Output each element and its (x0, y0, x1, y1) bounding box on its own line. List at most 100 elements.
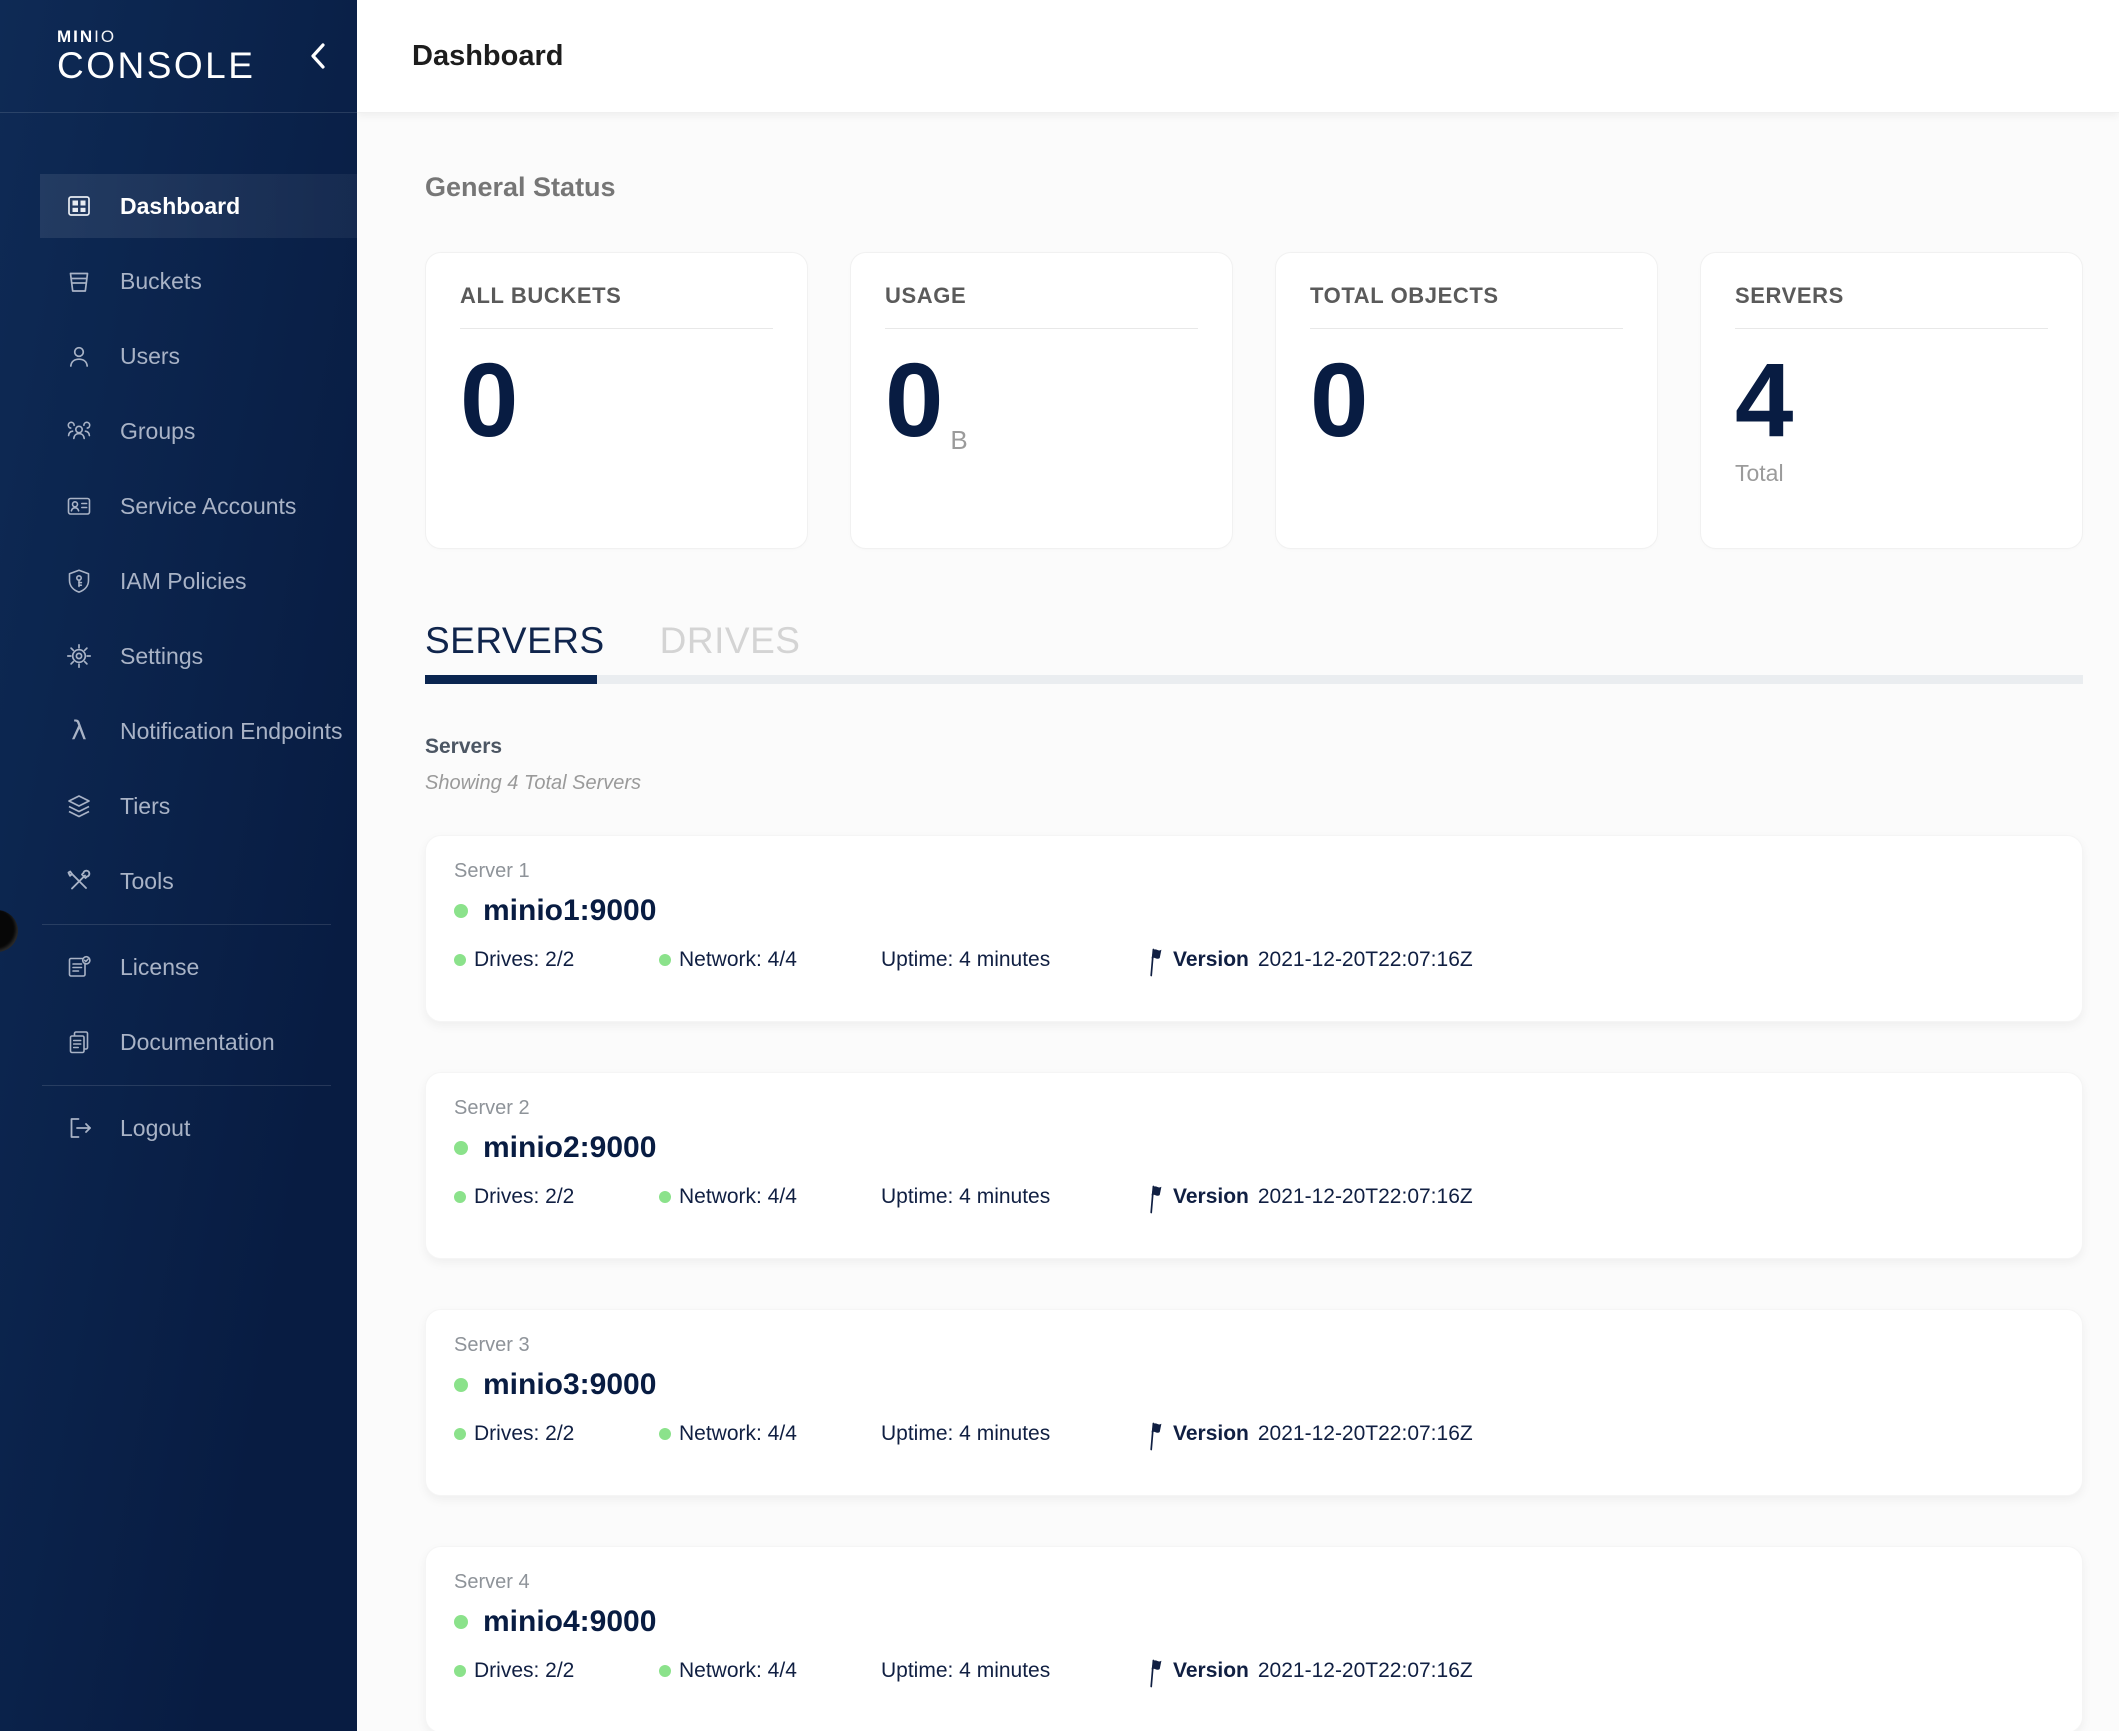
version-metric: Version 2021-12-20T22:07:16Z (1144, 1182, 1473, 1214)
sidebar-item-users[interactable]: Users (0, 324, 357, 388)
online-status-dot (454, 904, 468, 918)
main-content: General Status ALL BUCKETS 0 USAGE 0 B T… (357, 113, 2119, 1731)
usage-unit: B (950, 424, 968, 455)
version-icon (1150, 948, 1162, 977)
server-card-2: Server 2 minio2:9000 Drives: 2/2 Network… (425, 1072, 2083, 1259)
server-endpoint-row: minio2:9000 (454, 1130, 2054, 1166)
sidebar-item-buckets[interactable]: Buckets (0, 249, 357, 313)
sidebar-nav: Dashboard Buckets Users Groups Service A… (0, 174, 357, 1160)
status-card-label: USAGE (885, 283, 967, 308)
sidebar-item-label: Dashboard (120, 192, 241, 219)
card-divider (1735, 328, 2048, 329)
sidebar-item-label: Buckets (120, 267, 202, 294)
logout-icon (70, 1118, 91, 1138)
sidebar-item-license[interactable]: License (0, 935, 357, 999)
uptime-metric: Uptime: 4 minutes (881, 948, 1144, 972)
status-card-value: 0 B (885, 342, 1198, 459)
server-metrics-row: Drives: 2/2 Network: 4/4 Uptime: 4 minut… (454, 1419, 2054, 1451)
tab-drives[interactable]: DRIVES (659, 620, 801, 661)
drives-status-dot (454, 1191, 466, 1203)
uptime-value: Uptime: 4 minutes (881, 948, 1051, 971)
sidebar-item-logout[interactable]: Logout (0, 1096, 357, 1160)
server-name: Server 2 (454, 1097, 530, 1119)
version-metric: Version 2021-12-20T22:07:16Z (1144, 1656, 1473, 1688)
network-status-dot (659, 954, 671, 966)
network-value: Network: 4/4 (679, 1422, 797, 1445)
version-value: 2021-12-20T22:07:16Z (1257, 1185, 1473, 1208)
version-icon (1150, 1422, 1162, 1451)
network-value: Network: 4/4 (679, 948, 797, 971)
sidebar-item-label: Tools (120, 867, 174, 894)
servers-drives-tabs: SERVERS DRIVES (425, 619, 2083, 663)
status-card-all-buckets: ALL BUCKETS 0 (425, 252, 808, 549)
license-icon (68, 955, 91, 977)
drives-value: Drives: 2/2 (474, 1422, 575, 1445)
sidebar-item-documentation[interactable]: Documentation (0, 1010, 357, 1074)
sidebar-item-notification-endpoints[interactable]: λ Notification Endpoints (0, 699, 357, 763)
server-endpoint: minio1:9000 (483, 894, 657, 927)
sidebar-item-dashboard[interactable]: Dashboard (40, 174, 357, 238)
sidebar-item-groups[interactable]: Groups (0, 399, 357, 463)
version-icon (1150, 1659, 1162, 1688)
server-endpoint-row: minio4:9000 (454, 1604, 2054, 1640)
sidebar-item-label: IAM Policies (120, 567, 247, 594)
network-value: Network: 4/4 (679, 1185, 797, 1208)
server-name: Server 3 (454, 1334, 530, 1356)
page-title: Dashboard (412, 39, 564, 72)
network-status-dot (659, 1191, 671, 1203)
sidebar-item-label: Settings (120, 642, 204, 669)
brand-min: MIN (57, 27, 95, 46)
card-divider (1310, 328, 1623, 329)
version-value: 2021-12-20T22:07:16Z (1257, 1422, 1473, 1445)
version-value: 2021-12-20T22:07:16Z (1257, 948, 1473, 971)
iam-policies-icon (68, 569, 90, 593)
servers-total-sublabel: Total (1735, 459, 1784, 486)
status-card-label: SERVERS (1735, 283, 1844, 308)
sidebar-divider (42, 924, 331, 925)
servers-section-title: Servers (425, 735, 503, 758)
sidebar-item-tiers[interactable]: Tiers (0, 774, 357, 838)
server-card-1: Server 1 minio1:9000 Drives: 2/2 Network… (425, 835, 2083, 1022)
sidebar-item-label: Notification Endpoints (120, 717, 343, 744)
brand-minio: MINIO (57, 28, 357, 45)
status-card-usage: USAGE 0 B (850, 252, 1233, 549)
sidebar-item-iam-policies[interactable]: IAM Policies (0, 549, 357, 613)
servers-section-subtitle: Showing 4 Total Servers (425, 772, 642, 794)
uptime-metric: Uptime: 4 minutes (881, 1185, 1144, 1209)
network-status-dot (659, 1428, 671, 1440)
network-metric: Network: 4/4 (659, 1185, 881, 1209)
status-card-total-objects: TOTAL OBJECTS 0 (1275, 252, 1658, 549)
usage-count: 0 (885, 342, 945, 459)
server-metrics-row: Drives: 2/2 Network: 4/4 Uptime: 4 minut… (454, 1182, 2054, 1214)
sidebar-item-service-accounts[interactable]: Service Accounts (0, 474, 357, 538)
active-tab-underline (425, 675, 597, 684)
drives-status-dot (454, 1665, 466, 1677)
sidebar-item-tools[interactable]: Tools (0, 849, 357, 913)
lambda-icon: λ (71, 717, 86, 745)
svg-text:λ: λ (71, 717, 86, 745)
sidebar-item-label: Logout (120, 1114, 191, 1141)
sidebar-item-label: Service Accounts (120, 492, 297, 519)
card-divider (460, 328, 773, 329)
drives-metric: Drives: 2/2 (454, 1659, 659, 1683)
uptime-value: Uptime: 4 minutes (881, 1422, 1051, 1445)
server-endpoint-row: minio1:9000 (454, 893, 2054, 929)
sidebar-divider (42, 1085, 331, 1086)
sidebar-item-label: Tiers (120, 792, 171, 819)
status-card-value: 4 (1735, 348, 2048, 453)
status-card-value: 0 (1310, 348, 1623, 453)
sidebar-item-settings[interactable]: Settings (0, 624, 357, 688)
groups-icon (67, 421, 91, 440)
version-metric: Version 2021-12-20T22:07:16Z (1144, 1419, 1473, 1451)
page-header: Dashboard (357, 0, 2119, 113)
server-endpoint: minio2:9000 (483, 1131, 657, 1164)
server-endpoint-row: minio3:9000 (454, 1367, 2054, 1403)
status-card-label: TOTAL OBJECTS (1310, 283, 1499, 308)
collapse-sidebar-button[interactable] (303, 36, 333, 76)
all-buckets-count: 0 (460, 342, 520, 459)
tab-servers[interactable]: SERVERS (425, 620, 605, 661)
network-metric: Network: 4/4 (659, 948, 881, 972)
server-name: Server 4 (454, 1571, 530, 1593)
brand-console: CONSOLE (57, 45, 256, 86)
server-metrics-row: Drives: 2/2 Network: 4/4 Uptime: 4 minut… (454, 945, 2054, 977)
